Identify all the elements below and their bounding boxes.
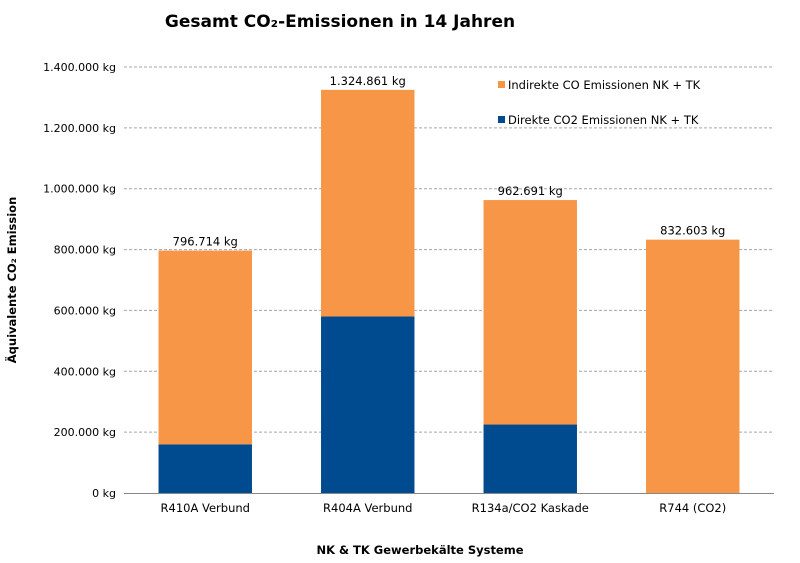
legend: Indirekte CO Emissionen NK + TK Direkte C…	[498, 78, 701, 127]
x-axis-title: NK & TK Gewerbekälte Systeme	[316, 543, 523, 557]
legend-label: Indirekte CO Emissionen NK + TK	[508, 78, 701, 92]
bar-segment	[483, 200, 577, 425]
total-label: 962.691 kg	[498, 184, 563, 198]
y-tick-label: 0 kg	[92, 487, 116, 500]
y-axis-title: Äquivalente CO₂ Emission	[4, 197, 19, 364]
legend-swatch	[498, 116, 505, 123]
y-tick-label: 400.000 kg	[54, 365, 116, 378]
bar-segment	[646, 239, 740, 493]
chart-title: Gesamt CO₂-Emissionen in 14 Jahren	[165, 12, 515, 32]
x-tick-label: R410A Verbund	[161, 501, 250, 515]
total-label: 796.714 kg	[173, 235, 238, 249]
x-tick-label: R404A Verbund	[323, 501, 412, 515]
legend-label: Direkte CO2 Emissionen NK + TK	[508, 113, 699, 127]
x-tick-label: R134a/CO2 Kaskade	[472, 501, 589, 515]
y-tick-label: 1.000.000 kg	[43, 183, 116, 196]
bar-segment	[483, 424, 577, 493]
total-label: 832.603 kg	[660, 224, 725, 238]
y-tick-label: 600.000 kg	[54, 304, 116, 317]
bar-segment	[158, 250, 252, 445]
x-axis-ticks: R410A Verbund R404A Verbund R134a/CO2 Kask…	[161, 501, 727, 515]
total-label: 1.324.861 kg	[330, 74, 406, 88]
bars	[158, 89, 740, 493]
y-tick-label: 200.000 kg	[54, 426, 116, 439]
y-axis-ticks: 0 kg 200.000 kg 400.000 kg 600.000 kg 800.00…	[43, 61, 116, 500]
bar-segment	[321, 89, 415, 317]
legend-swatch	[498, 81, 505, 88]
x-tick-label: R744 (CO2)	[659, 501, 726, 515]
y-tick-label: 800.000 kg	[54, 244, 116, 257]
bar-segment	[321, 316, 415, 493]
y-tick-label: 1.200.000 kg	[43, 122, 116, 135]
bar-segment	[158, 444, 252, 493]
total-labels: 796.714 kg 1.324.861 kg 962.691 kg 832.603 …	[173, 74, 726, 249]
y-tick-label: 1.400.000 kg	[43, 61, 116, 74]
